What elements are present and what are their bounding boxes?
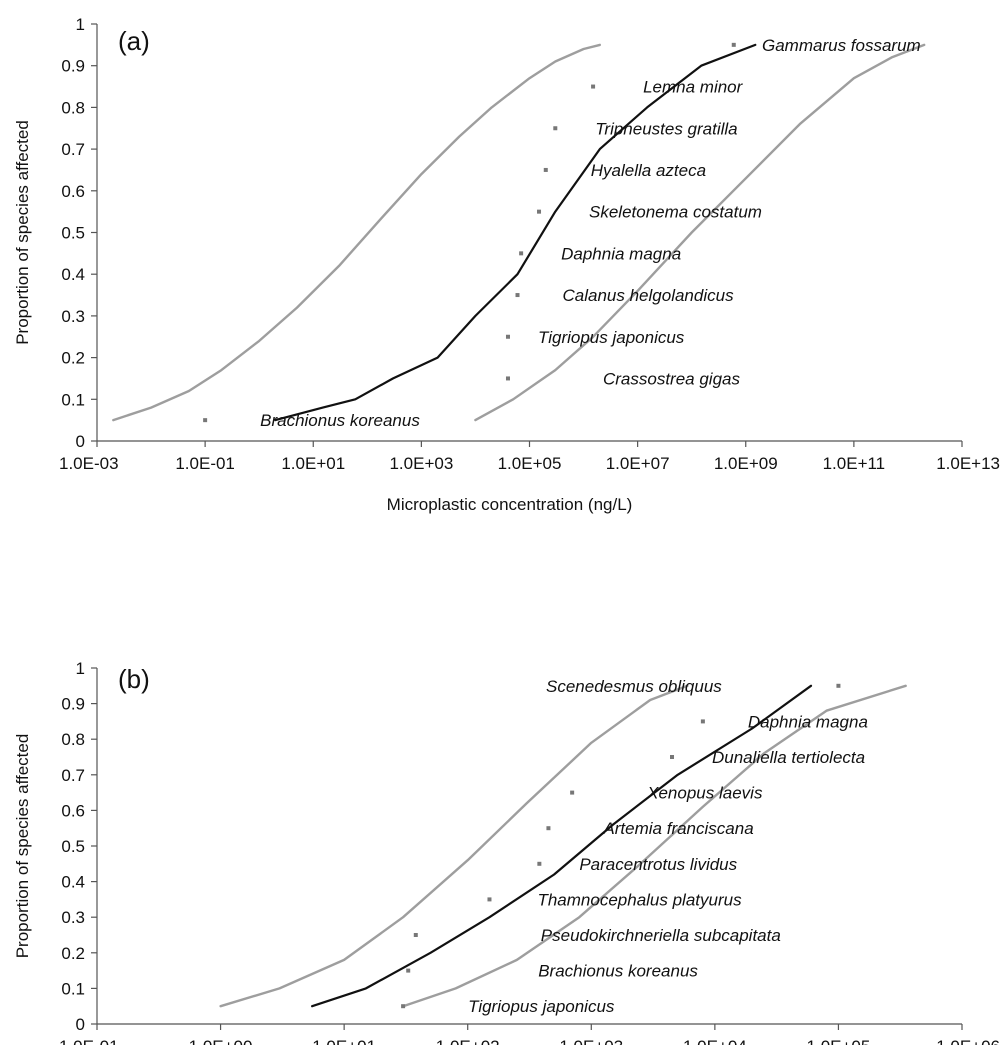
x-tick-label: 1.0E+01	[312, 1037, 376, 1045]
x-tick-label: 1.0E+05	[498, 454, 562, 473]
y-axis-title: Proportion of species affected	[13, 120, 32, 345]
x-tick-label: 1.0E+09	[714, 454, 778, 473]
panel-label: (b)	[118, 664, 150, 694]
data-point	[487, 897, 492, 902]
data-point	[546, 826, 551, 831]
species-label: Calanus helgolandicus	[563, 286, 735, 305]
species-label: Daphnia magna	[748, 712, 868, 731]
x-tick-label: 1.0E+01	[281, 454, 345, 473]
species-label: Paracentrotus lividus	[579, 855, 737, 874]
series-line-upper-bound	[401, 684, 907, 1008]
y-tick-label: 0.3	[61, 908, 85, 927]
species-label: Crassostrea gigas	[603, 369, 741, 388]
data-point	[406, 968, 411, 973]
x-tick-label: 1.0E+03	[559, 1037, 623, 1045]
data-point	[537, 209, 542, 214]
x-tick-label: 1.0E-03	[59, 454, 119, 473]
data-point	[413, 933, 418, 937]
species-label: Dunaliella tertiolecta	[712, 748, 865, 767]
x-tick-label: 1.0E+06	[936, 1037, 1000, 1045]
species-label: Pseudokirchneriella subcapitata	[541, 926, 781, 945]
species-label: Xenopus laevis	[646, 784, 763, 803]
y-tick-label: 0.8	[61, 730, 85, 749]
species-label: Daphnia magna	[561, 244, 681, 263]
data-point	[505, 376, 510, 381]
species-label: Tripneustes gratilla	[595, 119, 737, 138]
y-tick-label: 0.9	[61, 695, 85, 714]
series-line-fitted	[311, 684, 813, 1008]
data-point	[700, 719, 705, 724]
species-label: Hyalella azteca	[591, 161, 706, 180]
x-tick-label: 1.0E+05	[807, 1037, 871, 1045]
y-tick-label: 1	[76, 659, 85, 678]
species-label: Artemia franciscana	[602, 819, 753, 838]
data-point	[505, 334, 510, 339]
x-tick-label: 1.0E-01	[59, 1037, 119, 1045]
x-axis-title: Microplastic concentration (ng/L)	[387, 495, 633, 514]
species-label: Lemna minor	[643, 78, 744, 97]
y-tick-label: 0.6	[61, 182, 85, 201]
x-tick-label: 1.0E-01	[175, 454, 235, 473]
x-tick-label: 1.0E+02	[436, 1037, 500, 1045]
y-tick-label: 0.1	[61, 390, 85, 409]
y-tick-label: 0	[76, 1015, 85, 1034]
series-line-lower-bound	[219, 684, 689, 1008]
data-point	[570, 790, 575, 795]
species-label: Tigriopus japonicus	[538, 328, 685, 347]
data-point	[543, 167, 548, 172]
data-point	[836, 683, 841, 688]
y-tick-label: 0.3	[61, 307, 85, 326]
y-tick-label: 1	[76, 15, 85, 34]
y-tick-label: 0.7	[61, 140, 85, 159]
y-tick-label: 0.2	[61, 349, 85, 368]
x-tick-label: 1.0E+13	[936, 454, 1000, 473]
y-tick-label: 0.1	[61, 979, 85, 998]
y-tick-label: 0.6	[61, 801, 85, 820]
y-tick-label: 0.4	[61, 265, 85, 284]
y-tick-label: 0.2	[61, 944, 85, 963]
x-tick-label: 1.0E+07	[606, 454, 670, 473]
data-point	[553, 126, 558, 131]
data-point	[515, 293, 520, 298]
species-label: Gammarus fossarum	[762, 36, 921, 55]
data-point	[537, 861, 542, 866]
y-tick-label: 0.5	[61, 837, 85, 856]
series-line-fitted	[274, 43, 757, 422]
y-tick-label: 0	[76, 432, 85, 451]
y-tick-label: 0.9	[61, 57, 85, 76]
series-line-upper-bound	[474, 43, 926, 422]
data-point	[519, 251, 524, 256]
data-point	[591, 84, 596, 89]
y-tick-label: 0.4	[61, 873, 85, 892]
species-label: Tigriopus japonicus	[468, 997, 615, 1016]
species-label: Brachionus koreanus	[538, 962, 698, 981]
x-tick-label: 1.0E+11	[823, 454, 886, 473]
data-point	[731, 42, 736, 47]
x-tick-label: 1.0E+00	[189, 1037, 253, 1045]
y-tick-label: 0.8	[61, 98, 85, 117]
x-tick-label: 1.0E+04	[683, 1037, 747, 1045]
panel-b-nanoplastic-chart: 0 0.1 0.2 0.3 0.4 0.5 0.6 0.7 0.8 0.9 1 1.0E-01 1.0E…	[13, 659, 1000, 1045]
data-point	[203, 418, 208, 423]
data-point	[670, 755, 675, 759]
data-point	[401, 1004, 406, 1009]
y-tick-label: 0.5	[61, 224, 85, 243]
y-axis-title: Proportion of species affected	[13, 734, 32, 959]
y-tick-label: 0.7	[61, 766, 85, 785]
series-line-lower-bound	[112, 43, 601, 422]
species-label: Scenedesmus obliquus	[546, 677, 722, 696]
species-label: Skeletonema costatum	[589, 203, 762, 222]
panel-a-microplastic-chart: 0 0.1 0.2 0.3 0.4 0.5 0.6 0.7 0.8 0.9 1 1.0E-03 1.0E…	[13, 15, 1000, 514]
x-tick-label: 1.0E+03	[389, 454, 453, 473]
species-label: Thamnocephalus platyurus	[537, 890, 742, 909]
panel-label: (a)	[118, 26, 150, 56]
species-label: Brachionus koreanus	[260, 411, 420, 430]
